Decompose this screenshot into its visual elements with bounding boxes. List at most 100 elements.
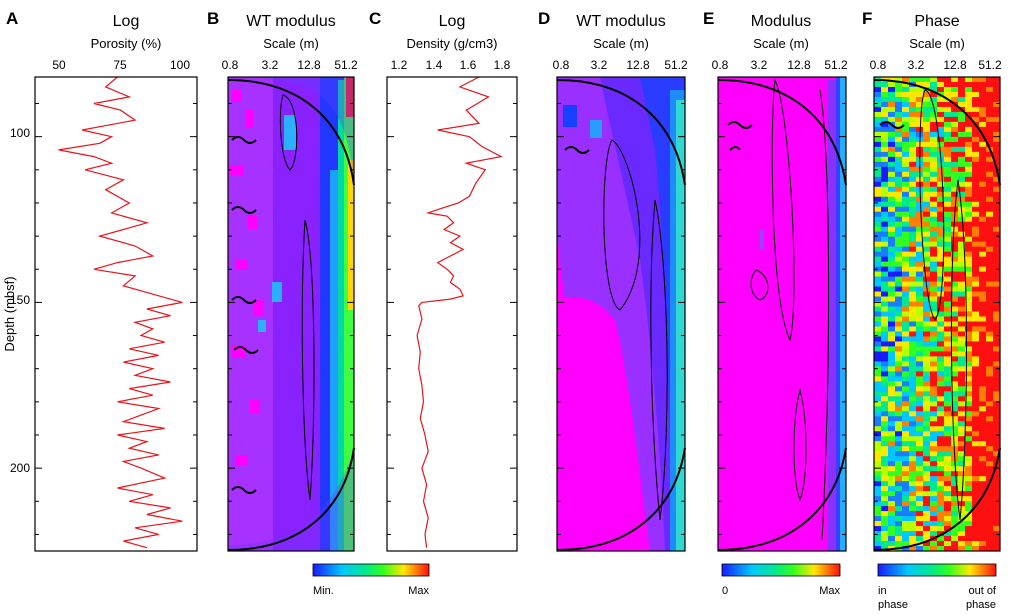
phase-cell (895, 251, 903, 258)
phase-cell (944, 366, 952, 372)
phase-cell (965, 331, 973, 337)
phase-cell (902, 531, 910, 537)
phase-cell (902, 271, 910, 277)
phase-cell (874, 291, 882, 297)
phase-cell (937, 411, 945, 417)
phase-cell (874, 336, 882, 342)
phase-cell (937, 111, 945, 118)
phase-cell (895, 496, 903, 502)
phase-cell (874, 401, 882, 407)
phase-cell (888, 366, 896, 372)
phase-cell (951, 261, 959, 267)
phase-cell (874, 421, 882, 427)
phase-cell (986, 416, 994, 422)
phase-cell (986, 316, 994, 322)
phase-cell (972, 541, 980, 547)
phase-cell (930, 541, 938, 547)
phase-cell (944, 341, 952, 347)
phase-cell (972, 521, 980, 527)
phase-cell (993, 96, 1000, 103)
phase-cell (923, 441, 931, 447)
phase-cell (909, 436, 917, 442)
phase-cell (895, 131, 903, 138)
phase-cell (888, 286, 896, 292)
colorbar-e-max: Max (819, 585, 840, 597)
phase-cell (958, 121, 966, 128)
phase-cell (965, 271, 973, 277)
phase-cell (951, 436, 959, 442)
phase-cell (888, 271, 896, 277)
phase-cell (958, 201, 966, 208)
phase-cell (986, 136, 994, 143)
phase-cell (923, 196, 931, 203)
phase-cell (951, 356, 959, 362)
phase-cell (916, 241, 924, 248)
phase-cell (965, 526, 973, 532)
phase-cell (944, 521, 952, 527)
phase-cell (986, 151, 994, 158)
phase-cell (916, 251, 924, 258)
phase-cell (895, 126, 903, 133)
phase-cell (930, 306, 938, 312)
panel-e-letter: E (703, 9, 714, 28)
phase-cell (923, 206, 931, 213)
phase-cell (881, 316, 889, 322)
phase-cell (888, 496, 896, 502)
phase-cell (902, 366, 910, 372)
phase-cell (993, 506, 1000, 512)
phase-cell (951, 86, 959, 93)
phase-cell (895, 141, 903, 148)
phase-cell (937, 446, 945, 452)
phase-cell (972, 531, 980, 537)
phase-cell (916, 511, 924, 517)
phase-cell (895, 291, 903, 297)
phase-cell (916, 81, 924, 88)
phase-cell (923, 77, 931, 83)
phase-cell (916, 316, 924, 322)
panel-e-title: Modulus (751, 13, 811, 30)
phase-cell (993, 386, 1000, 392)
phase-cell (895, 501, 903, 507)
panel-c: C Log Density (g/cm3) 1.2 1.4 1.6 1.8 (369, 9, 518, 552)
phase-cell (937, 101, 945, 108)
phase-cell (916, 101, 924, 108)
phase-cell (951, 96, 959, 103)
phase-cell (986, 361, 994, 367)
phase-cell (874, 451, 882, 457)
phase-cell (923, 171, 931, 178)
phase-cell (881, 241, 889, 248)
phase-cell (979, 251, 987, 258)
phase-cell (895, 441, 903, 447)
phase-cell (916, 111, 924, 118)
phase-cell (874, 106, 882, 113)
phase-cell (881, 346, 889, 352)
phase-cell (923, 346, 931, 352)
phase-cell (874, 516, 882, 522)
phase-cell (923, 231, 931, 238)
phase-cell (902, 151, 910, 158)
phase-cell (881, 216, 889, 223)
phase-cell (944, 501, 952, 507)
phase-cell (958, 236, 966, 243)
phase-cell (895, 216, 903, 223)
phase-cell (902, 131, 910, 138)
phase-cell (986, 371, 994, 377)
phase-cell (895, 516, 903, 522)
phase-cell (909, 77, 917, 83)
phase-cell (979, 336, 987, 342)
phase-cell (888, 96, 896, 103)
phase-cell (979, 101, 987, 108)
phase-cell (923, 221, 931, 228)
phase-cell (923, 116, 931, 123)
phase-cell (965, 261, 973, 267)
phase-cell (979, 541, 987, 547)
phase-cell (937, 366, 945, 372)
phase-cell (888, 256, 896, 263)
phase-cell (909, 181, 917, 188)
phase-cell (944, 296, 952, 302)
phase-cell (902, 461, 910, 467)
phase-cell (930, 436, 938, 442)
phase-cell (944, 336, 952, 342)
phase-cell (958, 346, 966, 352)
phase-cell (972, 451, 980, 457)
